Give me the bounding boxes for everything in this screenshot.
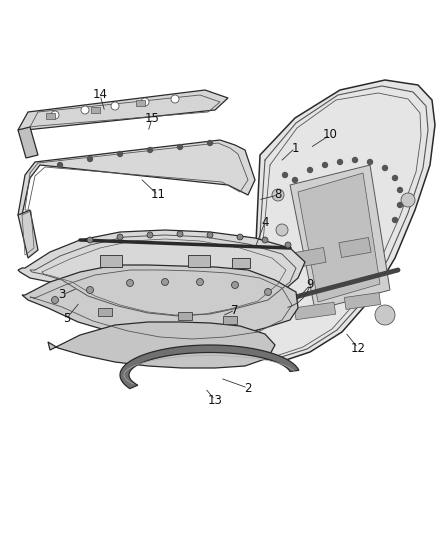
Circle shape <box>57 163 63 167</box>
Circle shape <box>117 151 123 157</box>
Circle shape <box>147 232 153 238</box>
Circle shape <box>52 296 59 303</box>
Circle shape <box>148 148 152 152</box>
Circle shape <box>272 189 284 201</box>
Circle shape <box>127 279 134 287</box>
Circle shape <box>88 157 92 161</box>
Polygon shape <box>18 230 305 318</box>
Bar <box>98 308 112 316</box>
Circle shape <box>322 163 328 167</box>
Bar <box>188 255 210 267</box>
Circle shape <box>401 193 415 207</box>
Circle shape <box>51 111 59 119</box>
Text: 15: 15 <box>145 111 159 125</box>
Circle shape <box>87 237 93 243</box>
Circle shape <box>162 279 169 286</box>
Bar <box>223 316 237 324</box>
Bar <box>91 107 100 113</box>
Circle shape <box>338 159 343 165</box>
Text: 5: 5 <box>64 311 71 325</box>
FancyArrowPatch shape <box>288 288 309 308</box>
Bar <box>46 113 55 119</box>
Polygon shape <box>22 265 298 340</box>
Polygon shape <box>18 140 255 215</box>
Circle shape <box>111 102 119 110</box>
Circle shape <box>353 157 357 163</box>
Polygon shape <box>298 173 380 302</box>
Bar <box>178 312 192 320</box>
Text: 12: 12 <box>350 342 365 354</box>
Text: 11: 11 <box>151 189 166 201</box>
Polygon shape <box>48 322 275 368</box>
Circle shape <box>285 242 291 248</box>
Circle shape <box>392 217 398 222</box>
Circle shape <box>197 279 204 286</box>
Circle shape <box>177 144 183 149</box>
Bar <box>294 247 326 268</box>
Text: 9: 9 <box>306 279 314 292</box>
Circle shape <box>237 234 243 240</box>
Circle shape <box>375 305 395 325</box>
Text: 10: 10 <box>322 128 337 141</box>
Circle shape <box>392 175 398 181</box>
Bar <box>136 100 145 106</box>
Circle shape <box>367 159 372 165</box>
Circle shape <box>207 232 213 238</box>
Text: 3: 3 <box>58 288 66 302</box>
Text: 14: 14 <box>92 88 107 101</box>
Bar <box>339 238 371 257</box>
Polygon shape <box>252 80 435 362</box>
Polygon shape <box>290 165 390 310</box>
Circle shape <box>117 234 123 240</box>
Circle shape <box>171 95 179 103</box>
Circle shape <box>276 224 288 236</box>
Circle shape <box>307 167 312 173</box>
Circle shape <box>141 98 149 106</box>
Polygon shape <box>18 210 38 258</box>
Text: 2: 2 <box>244 382 252 394</box>
Circle shape <box>177 231 183 237</box>
Bar <box>294 302 336 320</box>
Circle shape <box>262 237 268 243</box>
Circle shape <box>208 141 212 146</box>
Text: 4: 4 <box>261 215 269 229</box>
Circle shape <box>283 173 287 177</box>
Circle shape <box>398 203 403 207</box>
Circle shape <box>232 281 239 288</box>
Polygon shape <box>120 345 299 389</box>
Polygon shape <box>18 90 228 130</box>
Circle shape <box>382 166 388 171</box>
Text: 1: 1 <box>291 141 299 155</box>
Circle shape <box>293 177 297 182</box>
Circle shape <box>86 287 93 294</box>
Text: 13: 13 <box>208 393 223 407</box>
Circle shape <box>398 188 403 192</box>
Text: 8: 8 <box>274 189 282 201</box>
Bar <box>100 255 122 267</box>
Bar <box>232 258 250 268</box>
Circle shape <box>81 106 89 114</box>
Bar <box>344 293 381 309</box>
Circle shape <box>265 288 272 295</box>
Text: 7: 7 <box>231 303 239 317</box>
Polygon shape <box>18 127 38 158</box>
